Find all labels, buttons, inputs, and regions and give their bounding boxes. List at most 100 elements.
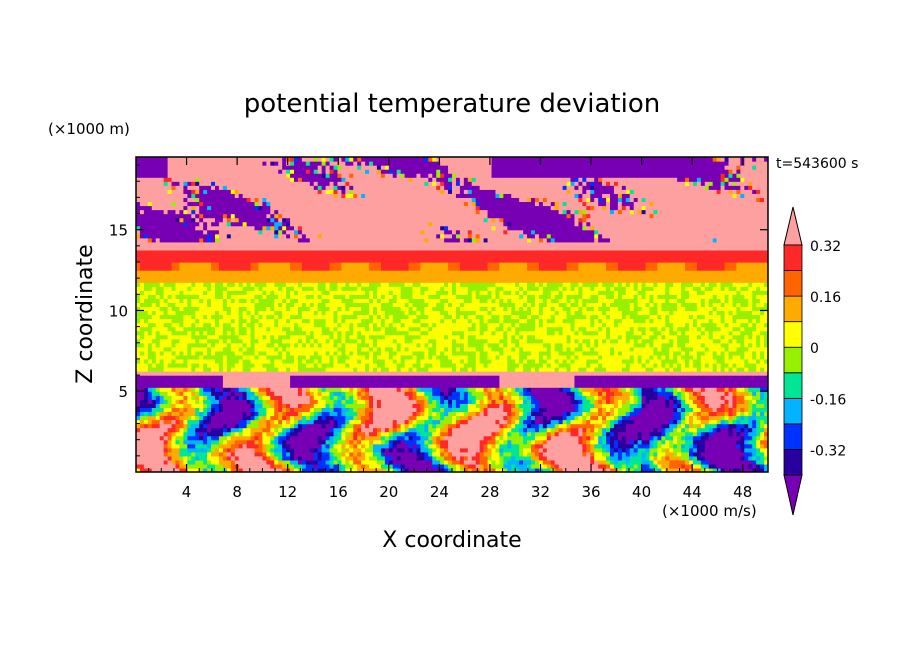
- field-cell: [246, 350, 252, 356]
- field-cell: [550, 371, 556, 376]
- field-cell: [590, 435, 595, 441]
- field-cell: [388, 439, 394, 445]
- field-cell: [159, 346, 165, 352]
- field-cell: [139, 431, 145, 437]
- field-cell: [420, 346, 425, 352]
- field-cell: [621, 350, 627, 356]
- field-cell: [716, 403, 722, 408]
- field-cell: [396, 358, 402, 364]
- field-cell: [230, 443, 236, 449]
- field-cell: [187, 427, 192, 433]
- field-cell: [744, 367, 749, 372]
- field-cell: [653, 427, 658, 433]
- field-cell: [349, 371, 354, 376]
- field-cell: [487, 443, 493, 449]
- field-cell: [562, 459, 568, 465]
- field-cell: [436, 419, 441, 425]
- field-cell: [685, 358, 690, 364]
- field-cell: [218, 354, 224, 360]
- field-cell: [463, 427, 469, 433]
- field-cell: [598, 387, 603, 392]
- field-cell: [673, 415, 678, 421]
- field-cell: [463, 375, 469, 380]
- field-cell: [764, 443, 768, 449]
- field-cell: [412, 467, 418, 472]
- field-cell: [459, 371, 465, 376]
- field-cell: [329, 350, 335, 356]
- field-cell: [262, 415, 267, 421]
- field-cell: [215, 375, 220, 380]
- field-cell: [222, 435, 228, 441]
- field-cell: [215, 358, 220, 364]
- field-cell: [321, 431, 327, 437]
- field-cell: [258, 419, 263, 425]
- field-cell: [365, 362, 370, 368]
- field-cell: [625, 354, 631, 360]
- field-cell: [538, 423, 544, 429]
- field-cell: [404, 435, 410, 441]
- field-cell: [720, 415, 726, 421]
- field-cell: [554, 391, 560, 396]
- field-cell: [523, 403, 528, 408]
- field-cell: [392, 439, 398, 445]
- field-cell: [531, 439, 536, 445]
- field-cell: [203, 443, 208, 449]
- field-cell: [258, 346, 263, 352]
- field-cell: [515, 435, 520, 441]
- field-cell: [756, 371, 761, 376]
- field-cell: [215, 407, 220, 413]
- field-cell: [558, 451, 564, 457]
- field-cell: [309, 387, 315, 392]
- field-cell: [242, 358, 248, 364]
- field-cell: [215, 399, 220, 404]
- field-cell: [483, 403, 489, 408]
- field-cell: [728, 463, 734, 469]
- field-cell: [760, 407, 765, 413]
- field-cell: [523, 451, 528, 457]
- field-cell: [452, 447, 457, 453]
- field-cell: [278, 383, 283, 388]
- field-cell: [388, 399, 394, 404]
- field-cell: [515, 354, 520, 360]
- field-cell: [724, 415, 730, 421]
- field-cell: [455, 362, 461, 368]
- field-cell: [649, 395, 655, 400]
- field-cell: [163, 435, 169, 441]
- field-cell: [345, 383, 350, 388]
- field-cell: [665, 358, 670, 364]
- field-cell: [744, 411, 749, 417]
- field-cell: [159, 395, 165, 400]
- field-cell: [641, 371, 647, 376]
- field-cell: [452, 350, 457, 356]
- field-cell: [313, 459, 319, 465]
- field-cell: [467, 443, 473, 449]
- field-cell: [598, 379, 603, 384]
- field-cell: [562, 399, 568, 404]
- field-cell: [313, 395, 319, 400]
- field-cell: [578, 419, 583, 425]
- field-cell: [511, 387, 516, 392]
- field-cell: [594, 375, 599, 380]
- field-cell: [400, 451, 406, 457]
- field-cell: [724, 407, 730, 413]
- field-cell: [740, 419, 745, 425]
- field-cell: [756, 383, 761, 388]
- field-cell: [195, 367, 200, 372]
- field-cell: [353, 399, 358, 404]
- field-cell: [238, 354, 244, 360]
- field-cell: [617, 411, 623, 417]
- field-cell: [155, 346, 161, 352]
- field-cell: [550, 427, 556, 433]
- field-cell: [677, 407, 682, 413]
- field-cell: [440, 435, 445, 441]
- field-cell: [448, 354, 453, 360]
- field-cell: [301, 415, 307, 421]
- field-cell: [151, 411, 157, 417]
- field-cell: [519, 391, 524, 396]
- field-cell: [677, 463, 682, 469]
- field-cell: [203, 350, 208, 356]
- field-cell: [606, 435, 611, 441]
- field-cell: [297, 431, 303, 437]
- field-cell: [499, 354, 504, 360]
- field-cell: [211, 447, 216, 453]
